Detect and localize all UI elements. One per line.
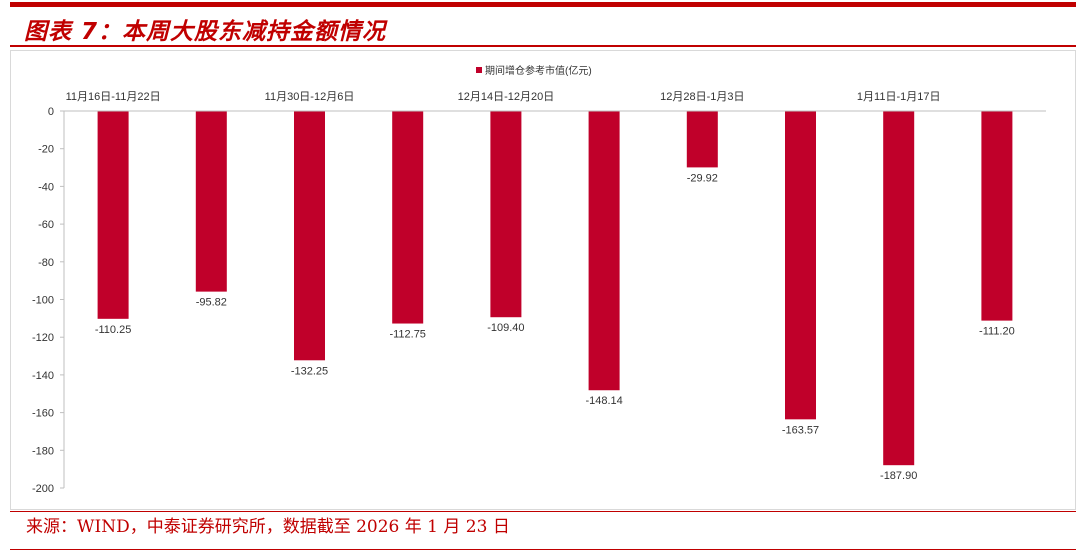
bar xyxy=(392,111,424,324)
y-tick-label: -40 xyxy=(38,181,54,193)
bar xyxy=(490,111,522,318)
bar-chart: 期间增仓参考市值(亿元) 0 -20 -40 -60 -80 -100 -120 -140 -1… xyxy=(10,50,1076,510)
y-tick-label: -20 xyxy=(38,144,54,156)
data-label: -110.25 xyxy=(95,324,132,336)
bar xyxy=(686,111,718,168)
x-axis-labels: 11月16日-11月22日 11月30日-12月6日 12月14日-12月20日 12… xyxy=(66,91,941,103)
chart-frame: 期间增仓参考市值(亿元) 0 -20 -40 -60 -80 -100 -120 -140 -1… xyxy=(10,50,1076,510)
y-tick-label: -140 xyxy=(32,370,54,382)
chart-border xyxy=(10,50,1076,510)
legend-swatch xyxy=(476,67,482,73)
y-axis: 0 -20 -40 -60 -80 -100 -120 -140 -160 -180 -200 xyxy=(32,106,64,495)
y-tick-label: -80 xyxy=(38,257,54,269)
data-label: -112.75 xyxy=(389,329,426,341)
source-note: 来源：WIND，中泰证券研究所，数据截至 2026 年 1 月 23 日 xyxy=(26,517,510,537)
x-tick-label: 12月14日-12月20日 xyxy=(458,91,555,103)
x-tick-label: 11月16日-11月22日 xyxy=(66,91,161,103)
bar xyxy=(588,111,620,391)
y-tick-label: -120 xyxy=(32,332,54,344)
y-tick-label: -160 xyxy=(32,408,54,420)
figure-title: 图表 7：本周大股东减持金额情况 xyxy=(24,19,387,45)
data-label: -29.92 xyxy=(687,172,718,184)
data-label: -148.14 xyxy=(585,395,622,407)
data-label: -111.20 xyxy=(979,326,1015,338)
data-labels: -110.25 -95.82 -132.25 -112.75 -109.40 -148.1… xyxy=(95,172,1015,482)
y-tick-label: -200 xyxy=(32,483,54,495)
top-rule xyxy=(10,2,1076,7)
source-bottom-rule xyxy=(10,549,1076,550)
legend: 期间增仓参考市值(亿元) xyxy=(476,64,592,77)
y-tick-label: -100 xyxy=(32,295,54,307)
bars xyxy=(97,111,1013,466)
data-label: -109.40 xyxy=(487,322,524,334)
x-tick-label: 11月30日-12月6日 xyxy=(265,91,355,103)
bar xyxy=(981,111,1013,321)
title-rule xyxy=(10,45,1076,47)
data-label: -132.25 xyxy=(291,365,328,377)
bar xyxy=(785,111,816,420)
data-label: -187.90 xyxy=(880,470,917,482)
bar xyxy=(883,111,915,466)
y-tick-label: 0 xyxy=(48,106,54,118)
x-tick-label: 12月28日-1月3日 xyxy=(660,91,744,103)
data-label: -95.82 xyxy=(196,297,227,309)
x-tick-label: 1月11日-1月17日 xyxy=(857,91,941,103)
bar xyxy=(97,111,129,319)
y-tick-label: -180 xyxy=(32,445,54,457)
y-tick-label: -60 xyxy=(38,219,54,231)
bar xyxy=(195,111,227,292)
bar xyxy=(294,111,325,361)
data-label: -163.57 xyxy=(782,424,819,436)
legend-label: 期间增仓参考市值(亿元) xyxy=(485,64,592,77)
bottom-rule xyxy=(10,511,1076,512)
